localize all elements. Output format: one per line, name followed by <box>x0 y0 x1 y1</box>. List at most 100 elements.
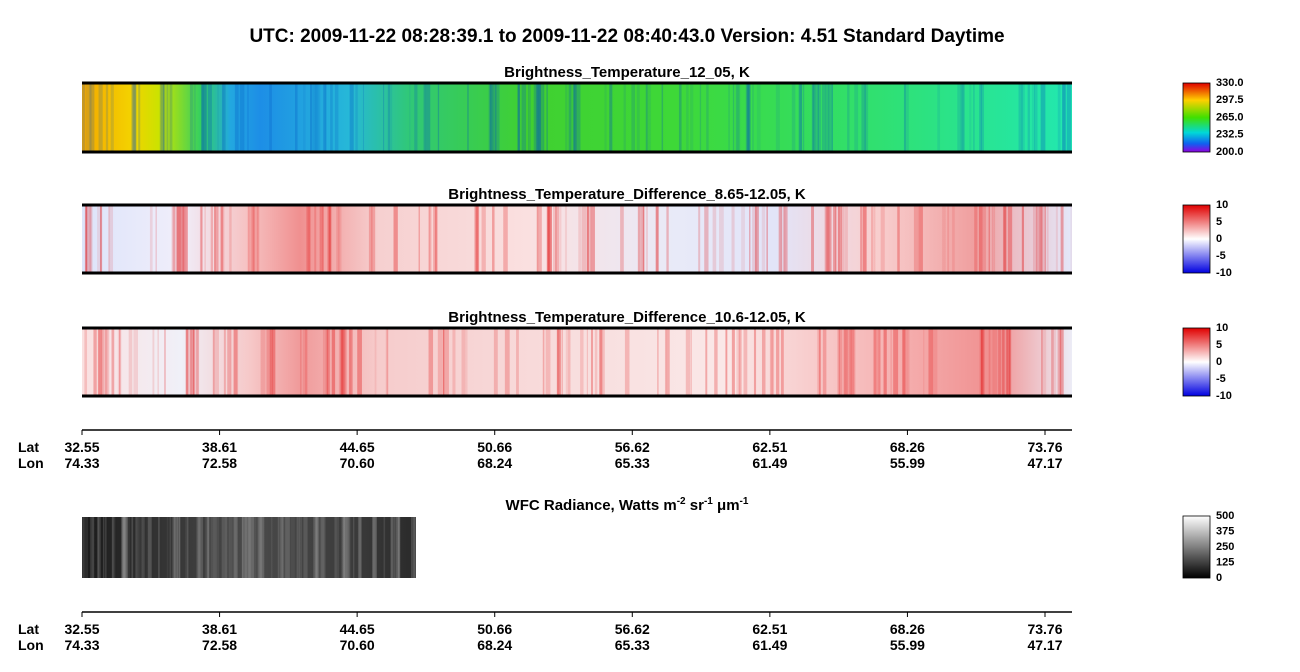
texture <box>343 517 346 578</box>
texture <box>205 517 210 578</box>
texture <box>798 83 803 152</box>
texture <box>101 328 104 396</box>
texture <box>210 205 213 273</box>
texture <box>374 328 377 396</box>
texture <box>325 328 329 396</box>
texture <box>105 83 109 152</box>
texture <box>110 83 114 152</box>
texture <box>269 328 274 396</box>
texture <box>414 517 416 578</box>
texture <box>171 205 175 273</box>
texture <box>1041 328 1043 396</box>
texture <box>302 83 306 152</box>
title-part: -2 <box>677 496 686 507</box>
texture <box>877 328 880 396</box>
colorbar-label: -5 <box>1216 373 1226 385</box>
texture <box>82 83 86 152</box>
texture <box>837 205 842 273</box>
texture <box>893 328 899 396</box>
texture <box>256 517 260 578</box>
texture <box>397 517 400 578</box>
texture <box>167 83 170 152</box>
texture <box>196 517 201 578</box>
texture <box>331 328 336 396</box>
texture <box>775 83 780 152</box>
colorbar-label: 297.5 <box>1216 94 1244 106</box>
texture <box>540 83 542 152</box>
texture <box>248 517 252 578</box>
texture <box>825 83 830 152</box>
texture <box>330 83 333 152</box>
texture <box>1057 83 1061 152</box>
texture <box>122 517 127 578</box>
texture <box>304 328 308 396</box>
texture <box>1040 205 1046 273</box>
texture <box>575 83 581 152</box>
texture <box>811 205 815 273</box>
texture <box>685 328 691 396</box>
colorbar-label: 200.0 <box>1216 146 1244 158</box>
texture <box>255 205 260 273</box>
texture <box>850 328 856 396</box>
texture <box>582 205 587 273</box>
texture <box>623 83 626 152</box>
lon-tick-label: 70.60 <box>340 455 375 471</box>
lat-tick-label: 38.61 <box>202 621 237 637</box>
texture <box>837 328 841 396</box>
texture <box>834 205 837 273</box>
texture <box>580 328 584 396</box>
texture <box>121 517 126 578</box>
texture <box>822 328 827 396</box>
texture <box>178 517 181 578</box>
colorbar-label: 125 <box>1216 556 1234 568</box>
texture <box>488 83 491 152</box>
texture <box>817 83 821 152</box>
lon-tick-label: 72.58 <box>202 637 237 653</box>
texture <box>90 517 92 578</box>
texture <box>84 205 87 273</box>
texture <box>319 517 325 578</box>
texture <box>198 517 203 578</box>
texture <box>176 517 181 578</box>
texture <box>199 205 202 273</box>
texture <box>631 83 635 152</box>
colorbar-label: 232.5 <box>1216 129 1244 141</box>
lat-tick-label: 38.61 <box>202 439 237 455</box>
texture <box>620 205 624 273</box>
texture <box>1053 328 1057 396</box>
texture <box>97 328 102 396</box>
texture <box>678 83 682 152</box>
texture <box>832 205 837 273</box>
texture <box>434 205 438 273</box>
texture <box>880 205 885 273</box>
texture <box>978 205 983 273</box>
texture <box>324 83 327 152</box>
texture <box>300 328 302 396</box>
colorbar-label: 10 <box>1216 199 1228 211</box>
texture <box>928 328 934 396</box>
texture <box>131 517 134 578</box>
lat-tick-label: 73.76 <box>1027 439 1062 455</box>
texture <box>735 83 741 152</box>
texture <box>844 328 849 396</box>
texture <box>656 205 659 273</box>
lat-tick-label: 68.26 <box>890 621 925 637</box>
texture <box>666 205 669 273</box>
texture <box>1002 328 1005 396</box>
texture <box>158 517 160 578</box>
texture <box>102 328 108 396</box>
texture <box>91 517 95 578</box>
texture <box>474 205 480 273</box>
colorbar-label: 330.0 <box>1216 77 1244 89</box>
texture <box>545 328 551 396</box>
texture <box>883 328 887 396</box>
texture <box>348 328 351 396</box>
colorbar-label: -5 <box>1216 250 1226 262</box>
texture <box>802 83 805 152</box>
texture <box>368 205 373 273</box>
texture <box>547 205 550 273</box>
texture <box>383 517 386 578</box>
texture <box>315 517 319 578</box>
texture <box>382 83 385 152</box>
texture <box>599 328 603 396</box>
